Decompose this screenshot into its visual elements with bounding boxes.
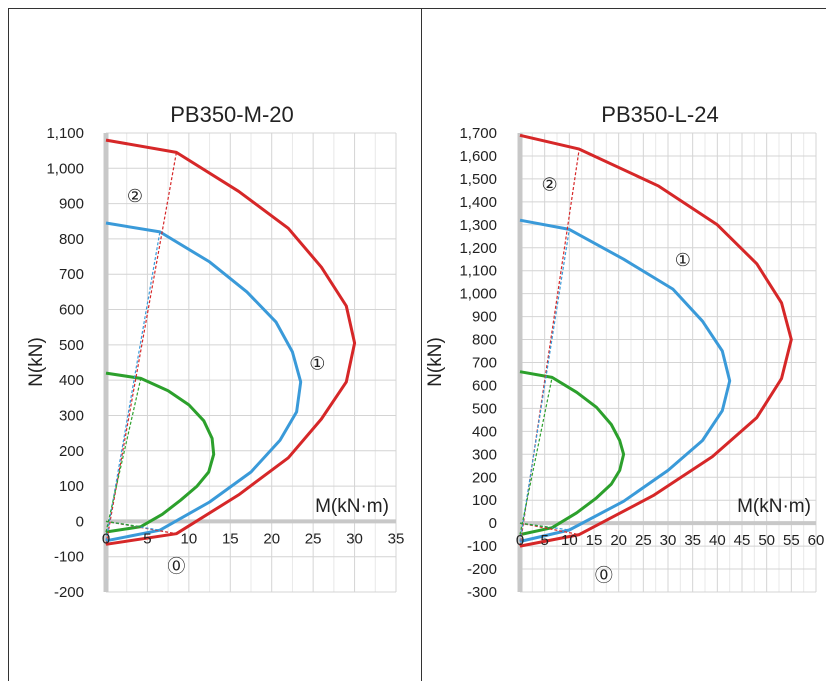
y-tick-label: 1,000 <box>459 286 497 303</box>
chart-title: PB350-M-20 <box>170 102 294 127</box>
series-layer <box>105 138 357 546</box>
y-tick-label: 400 <box>59 372 84 389</box>
series-dashed-line <box>105 378 142 533</box>
y-tick-label: 300 <box>472 446 497 463</box>
series-dashed-line <box>519 377 553 535</box>
x-tick-label: 25 <box>305 530 322 547</box>
annotation-label: ⓪ <box>167 557 185 577</box>
x-tick-label: 50 <box>758 532 775 549</box>
grid <box>519 132 817 593</box>
axes <box>103 133 396 592</box>
series-dashed-line <box>105 231 161 541</box>
y-tick-label: 1,300 <box>459 217 497 234</box>
chart-pb350-l-24: 0 5 10 15 20 25 30 35 40 45 50 55 60-300-200-1000100… <box>425 102 824 601</box>
y-axis-title: N(kN) <box>26 337 47 387</box>
y-tick-label: -100 <box>467 538 497 555</box>
x-tick-label: 20 <box>263 530 280 547</box>
y-tick-label: 500 <box>472 400 497 417</box>
x-tick-label: 5 <box>540 532 548 549</box>
panel-border-right <box>421 8 826 681</box>
y-tick-label: 100 <box>472 492 497 509</box>
y-tick-label: 600 <box>472 377 497 394</box>
annotation-label: ① <box>309 354 325 374</box>
y-tick-label: 100 <box>59 478 84 495</box>
chart-pb350-m-20: 0 5 10 15 20 25 30 35 -200 -100 0 100 200 300 400 500 60… <box>26 102 404 601</box>
x-tick-label: 0 <box>516 532 524 549</box>
y-tick-label: -300 <box>467 584 497 601</box>
x-axis-title: M(kN·m) <box>315 496 389 517</box>
y-tick-label: 1,400 <box>459 194 497 211</box>
annotations: ① ② ⓪ <box>127 186 325 577</box>
x-tick-label: 45 <box>734 532 751 549</box>
series-dashed-line <box>519 229 570 542</box>
y-tick-label: 0 <box>489 515 497 532</box>
x-tick-label: 20 <box>610 532 627 549</box>
series-line <box>519 370 626 537</box>
series-line <box>519 218 732 543</box>
y-tick-label: 800 <box>59 231 84 248</box>
y-tick-label: 1,700 <box>459 125 497 142</box>
annotation-label: ① <box>675 250 691 270</box>
y-axis-title: N(kN) <box>425 337 446 387</box>
y-tick-label: 200 <box>472 469 497 486</box>
series-dashed-line <box>519 522 570 531</box>
tick-labels: 0 5 10 15 20 25 30 35 40 45 50 55 60-300-200-1000100… <box>459 125 824 601</box>
y-tick-label: 900 <box>472 309 497 326</box>
y-tick-label: 1,100 <box>459 263 497 280</box>
y-tick-label: 200 <box>59 443 84 460</box>
series-dashed-line <box>105 520 141 528</box>
x-axis-title: M(kN·m) <box>737 496 811 517</box>
annotation-label: ② <box>542 174 558 194</box>
annotation-label: ② <box>127 186 143 206</box>
axes <box>517 133 816 592</box>
x-tick-label: 15 <box>222 530 239 547</box>
x-tick-label: 35 <box>388 530 405 547</box>
annotations: ① ② ⓪ <box>542 174 691 585</box>
x-tick-label: 5 <box>143 530 151 547</box>
x-tick-label: 15 <box>586 532 603 549</box>
y-tick-label: 500 <box>59 337 84 354</box>
series-line <box>105 371 216 534</box>
x-tick-label: 35 <box>684 532 701 549</box>
y-tick-label: 900 <box>59 196 84 213</box>
x-tick-label: 0 <box>102 530 110 547</box>
y-tick-label: 1,500 <box>459 171 497 188</box>
x-tick-label: 40 <box>709 532 726 549</box>
x-tick-label: 10 <box>181 530 198 547</box>
tick-labels: 0 5 10 15 20 25 30 35 -200 -100 0 100 200 300 400 500 60… <box>46 125 404 601</box>
y-tick-label: 700 <box>472 355 497 372</box>
x-tick-label: 55 <box>783 532 800 549</box>
x-tick-label: 60 <box>808 532 825 549</box>
series-dashed-line <box>519 522 553 529</box>
y-tick-label: -100 <box>54 549 84 566</box>
x-tick-label: 25 <box>635 532 652 549</box>
y-tick-label: 700 <box>59 266 84 283</box>
y-tick-label: -200 <box>467 561 497 578</box>
y-tick-label: 1,600 <box>459 148 497 165</box>
series-line <box>519 133 793 548</box>
chart-title: PB350-L-24 <box>601 102 718 127</box>
x-tick-label: 30 <box>660 532 677 549</box>
grid <box>105 132 397 593</box>
series-dashed-line <box>105 152 177 545</box>
y-tick-label: 0 <box>76 513 84 530</box>
y-tick-label: 1,200 <box>459 240 497 257</box>
series-line <box>105 138 357 546</box>
y-tick-label: 1,100 <box>46 125 84 142</box>
series-layer <box>519 133 793 548</box>
series-line <box>105 221 303 543</box>
x-tick-label: 30 <box>346 530 363 547</box>
y-tick-label: 300 <box>59 407 84 424</box>
annotation-label: ⓪ <box>595 566 613 586</box>
y-tick-label: 800 <box>472 332 497 349</box>
y-tick-label: 400 <box>472 423 497 440</box>
y-tick-label: 600 <box>59 302 84 319</box>
y-tick-label: 1,000 <box>46 160 84 177</box>
x-tick-label: 10 <box>561 532 578 549</box>
y-tick-label: -200 <box>54 584 84 601</box>
